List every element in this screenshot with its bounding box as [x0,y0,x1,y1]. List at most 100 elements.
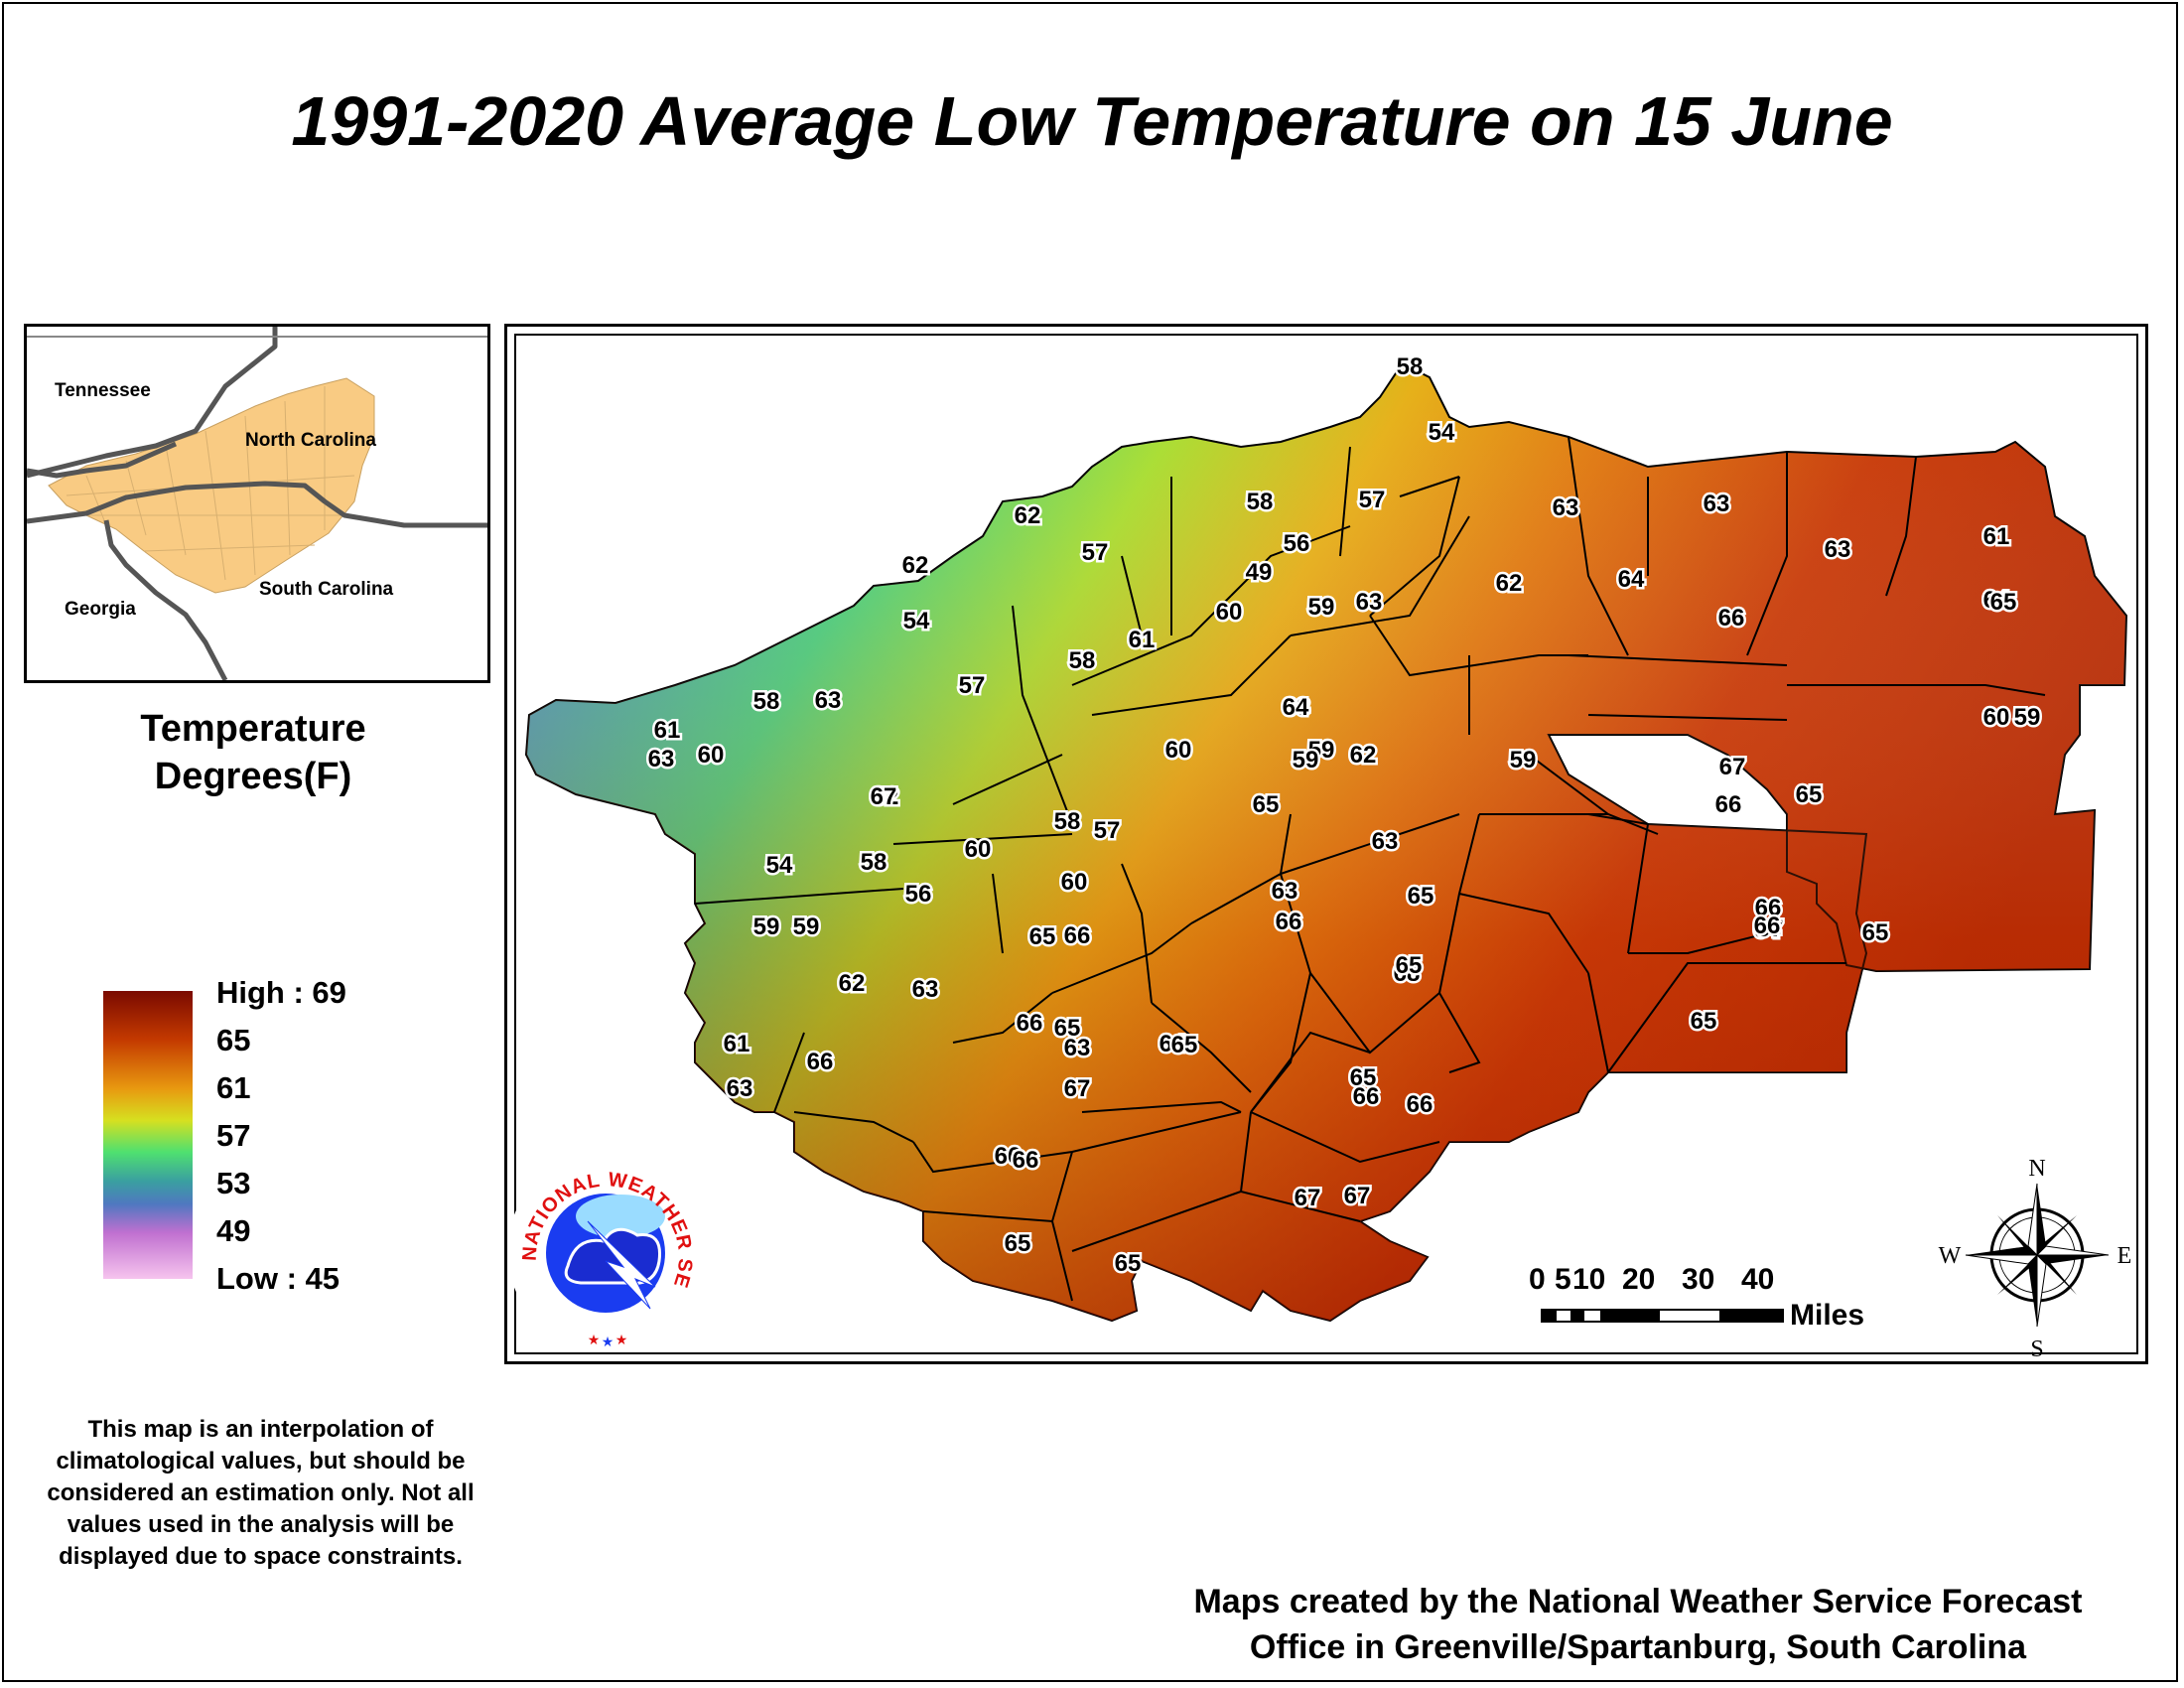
credits-line2: Office in Greenville/Spartanburg, South … [1249,1628,2027,1666]
legend-title-line1: Temperature [140,708,366,750]
temperature-label: 66 [1715,791,1742,818]
scale-tick-0: 0 [1529,1263,1546,1296]
temperature-label: 66 [1276,909,1302,935]
temperature-label: 66 [1407,1091,1433,1118]
temperature-label: 58 [1054,808,1081,835]
inset-map-graphic: Tennessee North Carolina Georgia South C… [27,327,487,680]
map-inner-frame [514,334,2138,1354]
scale-tick-20: 20 [1622,1263,1656,1296]
credits-line1: Maps created by the National Weather Ser… [1193,1583,2083,1620]
temperature-label: 59 [2014,704,2041,731]
temperature-label: 63 [1272,878,1298,905]
temperature-label: 58 [861,849,887,876]
temperature-label: 67 [1344,1183,1371,1209]
temperature-label: 63 [727,1075,753,1102]
scale-tick-30: 30 [1682,1263,1715,1296]
temperature-label: 57 [1094,817,1121,844]
temperature-label: 63 [1372,828,1399,855]
legend-color-ramp [103,991,193,1279]
scale-bar [1541,1309,1784,1323]
temperature-label: 64 [1283,694,1309,721]
temperature-label: 65 [1253,791,1280,818]
temperature-label: 65 [1408,883,1434,910]
compass-s-label: S [2030,1336,2043,1362]
temperature-label: 54 [766,852,793,879]
legend-tick-57: 57 [216,1118,251,1153]
temperature-label: 65 [1054,1015,1081,1042]
temperature-label: 67 [1719,754,1746,780]
temperature-label: 60 [1983,704,2010,731]
credits: Maps created by the National Weather Ser… [1092,1579,2184,1670]
temperature-label: 66 [1755,895,1782,921]
svg-text:★: ★ [588,1332,601,1347]
scale-seg-3 [1600,1311,1660,1321]
legend-tick-53: 53 [216,1166,251,1200]
temperature-label: 63 [815,687,842,714]
scale-tick-10: 10 [1572,1263,1606,1296]
disclaimer-note: This map is an interpolation of climatol… [47,1416,475,1570]
temperature-label: 63 [1356,589,1383,616]
inset-label-north-carolina: North Carolina [245,430,376,451]
temperature-label: 67 [1295,1185,1321,1211]
legend-tick-65: 65 [216,1023,251,1057]
temperature-label: 65 [1029,923,1056,950]
temperature-label: 60 [965,836,992,863]
temperature-label: 63 [1064,1035,1091,1061]
temperature-label: 57 [1082,539,1109,566]
scale-seg-1 [1543,1311,1557,1321]
temperature-label: 57 [959,672,986,699]
temperature-label: 67 [1064,1075,1091,1102]
region-shade-overlay [526,367,2126,1321]
svg-text:★: ★ [615,1332,628,1347]
temperature-label: 60 [1216,599,1243,626]
map-title: 1991-2020 Average Low Temperature on 15 … [291,82,1893,160]
temperature-label: 63 [1553,494,1579,521]
compass-n-label: N [2028,1156,2045,1182]
temperature-label: 58 [1397,353,1424,380]
temperature-label: 62 [1015,502,1041,529]
nws-logo: NATIONAL WEATHER SERVICE ★ ★ ★ [0,0,704,1349]
temperature-label: 63 [912,976,939,1003]
temperature-label: 66 [1353,1083,1380,1110]
legend-tick-49: 49 [216,1213,251,1248]
temperature-label: 65 [1691,1008,1717,1035]
temperature-label: 54 [1429,419,1455,446]
temperature-label: 68 [1394,960,1421,987]
nws-logo-stars: ★ ★ ★ [588,1332,628,1349]
temperature-label: 59 [1293,747,1319,774]
legend-low-label: Low : 45 [216,1261,341,1296]
compass-e-label: E [2117,1243,2132,1269]
temperature-label: 58 [1069,647,1096,674]
temperature-label: 59 [1510,747,1537,774]
temperature-label: 62 [1496,570,1523,597]
inset-locator-map: Tennessee North Carolina Georgia South C… [24,324,490,683]
temperature-label: 54 [903,608,930,634]
temperature-label: 66 [995,1143,1022,1170]
temperature-label: 64 [1160,1031,1186,1057]
legend-tick-61: 61 [216,1070,251,1105]
temperature-label: 59 [1308,594,1335,621]
temperature-label: 56 [905,881,932,908]
temperature-label: 66 [1013,1147,1039,1174]
scale-units: Miles [1790,1299,1865,1332]
temperature-label: 60 [698,742,725,769]
scale-tick-40: 40 [1741,1263,1775,1296]
inset-label-georgia: Georgia [65,599,136,620]
temperature-label: 61 [654,717,681,744]
temperature-label: 65 [1115,1250,1142,1277]
temperature-label: 63 [648,746,675,773]
temperature-label: 65 [1862,919,1889,946]
county-boundaries [694,436,2046,1302]
nws-logo-text: NATIONAL WEATHER SERVICE [0,0,696,1291]
temperature-label: 64 [1983,587,2010,614]
temperature-label: 66 [807,1049,834,1075]
inset-label-south-carolina: South Carolina [259,579,394,600]
inset-label-tennessee: Tennessee [55,380,151,401]
temperature-label: 58 [753,688,780,715]
temperature-label: 49 [1246,559,1273,586]
temperature-label: 65 [1005,1230,1031,1257]
scale-seg-2 [1570,1311,1584,1321]
